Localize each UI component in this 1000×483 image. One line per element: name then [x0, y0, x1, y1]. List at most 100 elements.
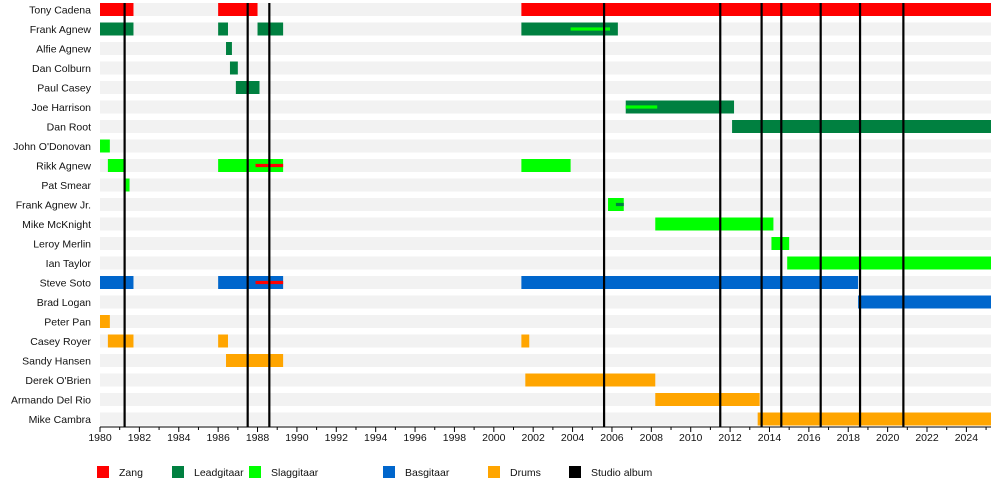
x-axis: 1980 1982 1984 1986 1988 1990 1992 1994 1996 1998… — [88, 426, 991, 444]
member-label-john-o-donovan: John O'Donovan — [13, 141, 91, 153]
bar-steve-soto-bas-1 — [218, 276, 284, 289]
bar-tony-cadena-zang-1 — [218, 3, 258, 16]
legend-swatch-bas — [383, 466, 395, 478]
member-label-frank-agnew: Frank Agnew — [30, 24, 92, 36]
bar-derek-o-brien-drums-0 — [525, 373, 656, 387]
x-tick-label-2018: 2018 — [837, 432, 861, 444]
bar-joe-harrison-lead-0 — [625, 100, 735, 114]
stripe-frank-agnew-jr-lead-0 — [615, 202, 624, 207]
x-tick-label-1994: 1994 — [364, 432, 388, 444]
row-band-brad-logan — [100, 295, 991, 309]
legend-label-bas: Basgitaar — [405, 467, 450, 479]
member-label-dan-colburn: Dan Colburn — [32, 63, 91, 75]
stripe-frank-agnew-slag-0 — [570, 27, 610, 31]
member-label-ian-taylor: Ian Taylor — [46, 258, 92, 270]
member-label-pat-smear: Pat Smear — [41, 180, 91, 192]
x-tick-label-1996: 1996 — [403, 432, 427, 444]
bar-alfie-agnew-lead-0 — [226, 42, 232, 55]
bar-mike-mcknight-slag-0 — [655, 217, 774, 231]
legend: Zang Leadgitaar Slaggitaar Basgitaar Drums St… — [97, 466, 653, 479]
member-label-tony-cadena: Tony Cadena — [29, 4, 91, 16]
legend-swatch-lead — [172, 466, 184, 478]
bar-rikk-agnew-slag-2 — [521, 159, 571, 172]
x-tick-label-2014: 2014 — [758, 432, 782, 444]
row-band-peter-pan — [100, 315, 991, 328]
x-tick-label-2004: 2004 — [561, 432, 585, 444]
bar-ian-taylor-slag-0 — [787, 256, 991, 270]
row-band-frank-agnew-jr — [100, 198, 991, 211]
member-label-armando-del-rio: Armando Del Rio — [11, 394, 91, 406]
row-band-pat-smear — [100, 178, 991, 192]
x-tick-label-2012: 2012 — [718, 432, 742, 444]
bar-steve-soto-bas-0 — [100, 276, 134, 289]
bar-pat-smear-slag-0 — [123, 178, 130, 192]
x-tick-label-2020: 2020 — [876, 432, 900, 444]
member-label-casey-royer: Casey Royer — [30, 336, 91, 348]
x-tick-label-1998: 1998 — [443, 432, 467, 444]
x-tick-label-2006: 2006 — [600, 432, 624, 444]
legend-swatch-album — [569, 466, 581, 478]
legend-label-album: Studio album — [591, 467, 653, 479]
bar-casey-royer-drums-2 — [521, 334, 530, 348]
member-label-alfie-agnew: Alfie Agnew — [36, 43, 91, 55]
member-bars — [100, 3, 991, 426]
stripe-joe-harrison-slag-0 — [625, 105, 658, 109]
member-label-rikk-agnew: Rikk Agnew — [36, 160, 91, 172]
bar-casey-royer-drums-0 — [107, 334, 134, 348]
bar-casey-royer-drums-1 — [218, 334, 228, 348]
row-band-dan-colburn — [100, 61, 991, 75]
bar-dan-root-lead-0 — [732, 120, 991, 133]
x-tick-label-1992: 1992 — [325, 432, 349, 444]
x-tick-label-1980: 1980 — [88, 432, 112, 444]
bar-tony-cadena-zang-0 — [100, 3, 134, 16]
bar-frank-agnew-lead-3 — [521, 22, 618, 36]
bar-frank-agnew-lead-1 — [218, 22, 228, 36]
bar-mike-cambra-drums-0 — [757, 412, 991, 426]
member-label-mike-cambra: Mike Cambra — [29, 414, 92, 426]
row-band-leroy-merlin — [100, 237, 991, 250]
member-label-frank-agnew-jr: Frank Agnew Jr. — [16, 199, 91, 211]
row-band-joe-harrison — [100, 100, 991, 114]
legend-swatch-zang — [97, 466, 109, 478]
bar-brad-logan-bas-0 — [858, 295, 991, 309]
bar-frank-agnew-lead-0 — [100, 22, 134, 36]
x-tick-label-1988: 1988 — [246, 432, 270, 444]
row-band-paul-casey — [100, 81, 991, 94]
bar-sandy-hansen-drums-0 — [226, 354, 284, 367]
member-label-joe-harrison: Joe Harrison — [31, 102, 91, 114]
bar-tony-cadena-zang-2 — [521, 3, 991, 16]
bar-rikk-agnew-slag-1 — [218, 159, 284, 172]
album-lines — [123, 3, 905, 427]
bar-rikk-agnew-slag-0 — [107, 159, 126, 172]
member-label-derek-o-brien: Derek O'Brien — [25, 375, 91, 387]
x-tick-label-2024: 2024 — [955, 432, 979, 444]
x-tick-label-1982: 1982 — [128, 432, 152, 444]
legend-swatch-slag — [249, 466, 261, 478]
row-band-casey-royer — [100, 334, 991, 348]
x-tick-label-2000: 2000 — [482, 432, 506, 444]
legend-label-slag: Slaggitaar — [271, 467, 319, 479]
bar-steve-soto-bas-2 — [521, 276, 859, 289]
bar-john-o-donovan-slag-0 — [100, 139, 110, 153]
x-tick-label-1990: 1990 — [285, 432, 309, 444]
member-label-mike-mcknight: Mike McKnight — [22, 219, 91, 231]
legend-label-drums: Drums — [510, 467, 541, 479]
bar-peter-pan-drums-0 — [100, 315, 110, 328]
legend-label-zang: Zang — [119, 467, 143, 479]
bar-armando-del-rio-drums-0 — [655, 393, 760, 406]
member-label-peter-pan: Peter Pan — [44, 316, 91, 328]
x-tick-label-2022: 2022 — [915, 432, 939, 444]
row-band-john-o-donovan — [100, 139, 991, 153]
member-label-steve-soto: Steve Soto — [40, 277, 92, 289]
member-label-brad-logan: Brad Logan — [37, 297, 91, 309]
x-tick-label-2016: 2016 — [797, 432, 821, 444]
row-band-sandy-hansen — [100, 354, 991, 367]
member-label-dan-root: Dan Root — [47, 121, 91, 133]
row-band-armando-del-rio — [100, 393, 991, 406]
x-tick-label-2002: 2002 — [522, 432, 546, 444]
bar-dan-colburn-lead-0 — [229, 61, 238, 75]
legend-label-lead: Leadgitaar — [194, 467, 244, 479]
x-tick-label-1984: 1984 — [167, 432, 191, 444]
x-tick-label-2008: 2008 — [640, 432, 664, 444]
